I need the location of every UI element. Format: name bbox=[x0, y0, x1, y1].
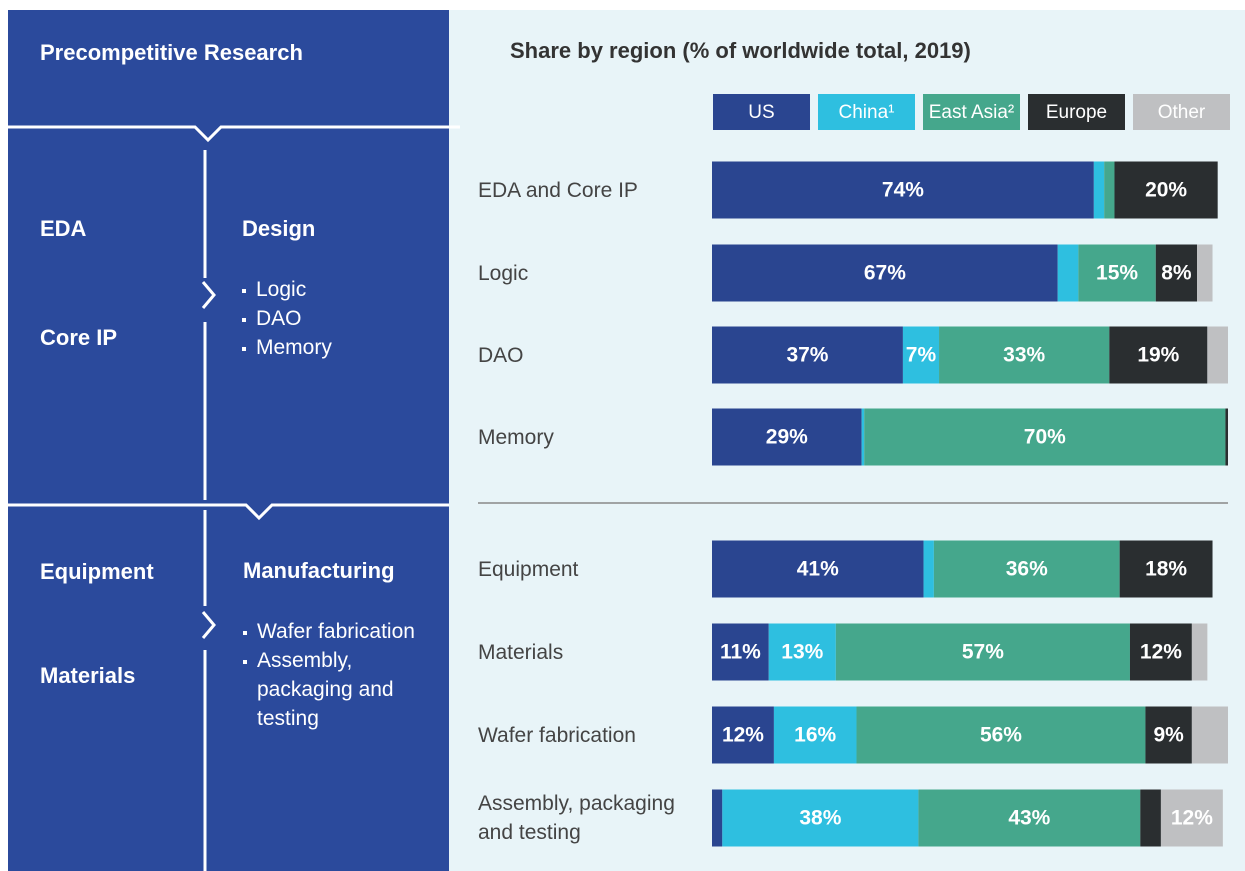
legend-label: Other bbox=[1158, 102, 1206, 123]
value-label: 41% bbox=[797, 558, 839, 581]
value-label: 18% bbox=[1145, 558, 1187, 581]
value-label: 74% bbox=[882, 179, 924, 202]
bar-segment bbox=[1225, 409, 1228, 466]
value-label: 7% bbox=[906, 344, 937, 367]
bar-segment bbox=[1058, 245, 1079, 302]
segment-label: Equipment bbox=[40, 561, 154, 583]
stage-item: Wafer fabrication bbox=[243, 617, 447, 646]
category-label: Wafer fabrication bbox=[478, 721, 703, 750]
chart-title: Share by region (% of worldwide total, 2… bbox=[510, 38, 971, 63]
stage-item: DAO bbox=[242, 304, 446, 333]
value-label: 33% bbox=[1003, 344, 1045, 367]
value-label: 12% bbox=[1171, 807, 1213, 830]
value-label: 20% bbox=[1145, 179, 1187, 202]
legend-label: East Asia² bbox=[929, 102, 1015, 123]
left-panel bbox=[8, 10, 449, 871]
value-label: 36% bbox=[1006, 558, 1048, 581]
value-label: 29% bbox=[766, 426, 808, 449]
legend-label: China¹ bbox=[839, 102, 895, 123]
bar-segment bbox=[862, 409, 865, 466]
bar-segment bbox=[1192, 707, 1228, 764]
value-label: 38% bbox=[799, 807, 841, 830]
category-label: Logic bbox=[478, 259, 703, 288]
bar-segment bbox=[1104, 162, 1114, 219]
bar-segment bbox=[1140, 790, 1161, 847]
bar-segment bbox=[712, 790, 722, 847]
stage-item: Logic bbox=[242, 275, 446, 304]
segment-label: EDA bbox=[40, 218, 86, 240]
category-label: EDA and Core IP bbox=[478, 176, 703, 205]
segment-label: Materials bbox=[40, 665, 135, 687]
stage-item: Memory bbox=[242, 333, 446, 362]
page: Share by region (% of worldwide total, 2… bbox=[0, 0, 1245, 871]
legend-label: US bbox=[748, 102, 774, 123]
category-label: Assembly, packaging and testing bbox=[478, 789, 703, 847]
value-label: 57% bbox=[962, 641, 1004, 664]
value-label: 12% bbox=[722, 724, 764, 747]
value-label: 8% bbox=[1161, 262, 1192, 285]
stage-title: Manufacturing bbox=[243, 560, 395, 582]
value-label: 9% bbox=[1153, 724, 1184, 747]
bar-segment bbox=[1192, 624, 1207, 681]
category-label: Materials bbox=[478, 638, 703, 667]
bar-segment bbox=[1094, 162, 1104, 219]
category-label: DAO bbox=[478, 341, 703, 370]
value-label: 43% bbox=[1008, 807, 1050, 830]
value-label: 15% bbox=[1096, 262, 1138, 285]
legend-label: Europe bbox=[1046, 102, 1107, 123]
value-label: 70% bbox=[1024, 426, 1066, 449]
stage-title: Design bbox=[242, 218, 315, 240]
bar-segment bbox=[1207, 327, 1228, 384]
value-label: 16% bbox=[794, 724, 836, 747]
value-label: 37% bbox=[786, 344, 828, 367]
value-label: 19% bbox=[1137, 344, 1179, 367]
value-label: 67% bbox=[864, 262, 906, 285]
category-label: Equipment bbox=[478, 555, 703, 584]
segment-label: Core IP bbox=[40, 327, 117, 349]
value-label: 11% bbox=[720, 641, 761, 664]
value-label: 56% bbox=[980, 724, 1022, 747]
stage-item: Assembly, packaging and testing bbox=[243, 646, 407, 733]
header: Precompetitive Research bbox=[40, 42, 303, 64]
value-label: 13% bbox=[781, 641, 823, 664]
category-label: Memory bbox=[478, 423, 703, 452]
bar-segment bbox=[1197, 245, 1212, 302]
value-label: 12% bbox=[1140, 641, 1182, 664]
bar-segment bbox=[924, 541, 934, 598]
